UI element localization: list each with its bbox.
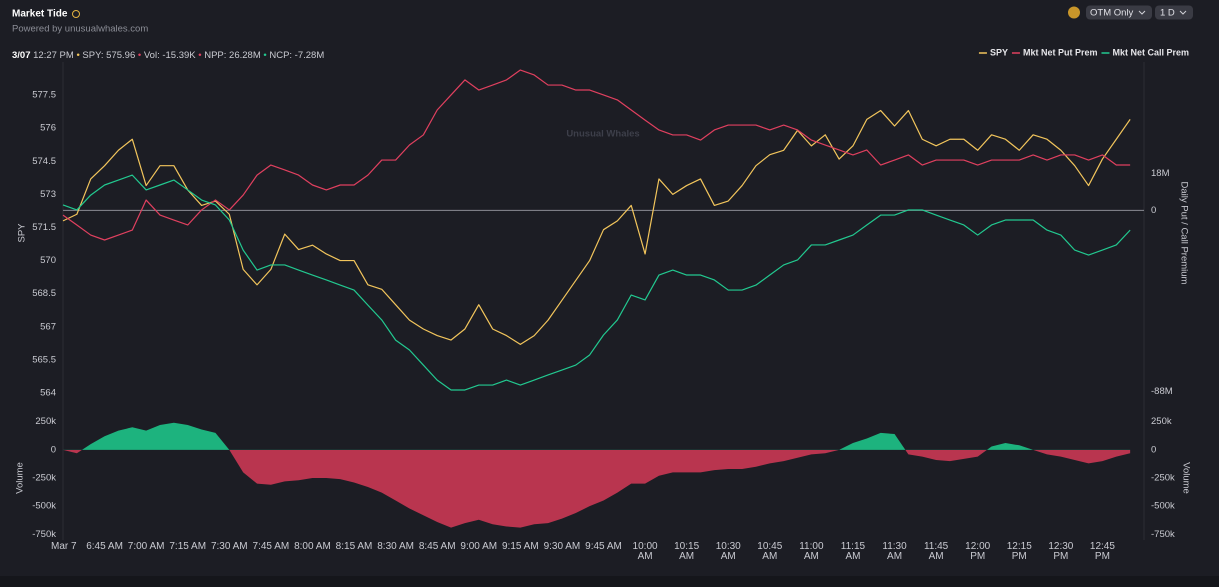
series-line — [62, 174, 1131, 391]
dropdown-label[interactable]: 1 D — [1160, 8, 1175, 19]
x-tick-label: 9:45 AM — [585, 541, 622, 552]
y-tick-label-right: -250k — [1151, 473, 1175, 484]
info-icon[interactable] — [72, 10, 80, 18]
y-tick-label-right: 0 — [1151, 444, 1156, 455]
readout-item: NCP: -7.28M — [269, 50, 324, 61]
x-tick-label: 12:15 PM — [1006, 541, 1032, 562]
y-tick-label-right: -750k — [1151, 529, 1175, 540]
watermark: Unusual Whales — [566, 129, 639, 140]
y2-axis-label: Daily Put / Call Premium — [1178, 182, 1189, 285]
readout-item: Vol: -15.39K — [144, 50, 196, 61]
y2-tick-label: -88M — [1151, 386, 1173, 397]
y-tick-label: -250k — [32, 473, 56, 484]
x-tick-label: 8:15 AM — [335, 541, 373, 552]
x-tick-label: 8:30 AM — [377, 541, 414, 552]
title: Market Tide — [12, 9, 68, 20]
series-line — [62, 109, 1131, 346]
y-tick-label: 567 — [40, 321, 56, 332]
x-tick-label: 11:30 AM — [882, 541, 907, 562]
x-tick-label: 10:45 AM — [757, 541, 783, 562]
y-tick-label-right: 250k — [1151, 416, 1172, 427]
x-tick-label: Mar 7 — [51, 541, 77, 552]
bullet: • — [138, 50, 141, 61]
whale-icon[interactable] — [1068, 6, 1080, 19]
readout-item: SPY: 575.96 — [82, 50, 135, 61]
legend-label: SPY — [990, 47, 1008, 57]
chevron — [1179, 10, 1187, 15]
dropdown-label[interactable]: OTM Only — [1090, 8, 1134, 19]
y-tick-label: 570 — [40, 255, 56, 266]
y-tick-label: 576 — [40, 123, 56, 134]
x-tick-label: 7:45 AM — [252, 541, 290, 552]
bullet: • — [263, 50, 266, 61]
readout-date: 3/07 — [12, 50, 31, 61]
x-tick-label: 9:00 AM — [460, 541, 498, 552]
readout: 3/07 12:27 PM • SPY: 575.96 • Vol: -15.3… — [12, 50, 324, 61]
legend-label: Mkt Net Put Prem — [1023, 47, 1098, 57]
x-tick-label: 6:45 AM — [86, 541, 123, 552]
y-axis-label-right: Volume — [1180, 462, 1191, 494]
x-tick-label: 9:15 AM — [501, 541, 539, 552]
y-tick-label: 0 — [51, 444, 56, 455]
dropdown-box[interactable] — [1086, 5, 1152, 20]
y-tick-label-right: -500k — [1151, 501, 1175, 512]
x-tick-label: 8:00 AM — [294, 541, 331, 552]
x-tick-label: 8:45 AM — [418, 541, 456, 552]
y-tick-label: 577.5 — [32, 90, 56, 101]
y-tick-label: 250k — [35, 416, 56, 427]
legend-label: Mkt Net Call Prem — [1112, 47, 1189, 57]
filter-otm[interactable]: OTM Only — [1086, 5, 1152, 20]
y-axis-label: Volume — [15, 462, 26, 494]
x-tick-label: 7:15 AM — [169, 541, 207, 552]
x-tick-label: 9:30 AM — [543, 541, 581, 552]
volume-area — [63, 422, 1131, 528]
y2-tick-label: 0 — [1151, 205, 1156, 216]
dropdown-box[interactable] — [1155, 5, 1193, 20]
bullet: • — [198, 50, 201, 61]
x-tick-label: 11:15 AM — [840, 541, 866, 562]
x-tick-label: 11:00 AM — [799, 541, 824, 562]
x-tick-label: 10:15 AM — [674, 541, 700, 562]
filter-range[interactable]: 1 D — [1155, 5, 1193, 20]
y-tick-label: 571.5 — [32, 222, 56, 233]
bullet: • — [76, 50, 79, 61]
y2-tick-label: 18M — [1151, 168, 1170, 179]
chevron — [1138, 10, 1146, 15]
y-tick-label: 564 — [40, 387, 56, 398]
x-tick-label: 10:00 AM — [632, 541, 658, 562]
x-tick-label: 10:30 AM — [715, 541, 741, 562]
x-tick-label: 12:45 PM — [1089, 541, 1115, 562]
footer-strip — [0, 576, 1219, 587]
x-tick-label: 7:30 AM — [210, 541, 248, 552]
series-line — [62, 69, 1131, 241]
y-tick-label: 565.5 — [32, 354, 56, 365]
y-tick-label: -750k — [32, 529, 56, 540]
x-tick-label: 11:45 AM — [923, 541, 949, 562]
subtitle: Powered by unusualwhales.com — [12, 24, 148, 35]
readout-item: NPP: 26.28M — [204, 50, 261, 61]
y-tick-label: 573 — [40, 189, 56, 200]
y-tick-label: -500k — [32, 501, 56, 512]
readout-time: 12:27 PM — [33, 50, 74, 61]
y-tick-label: 568.5 — [32, 288, 56, 299]
y-axis-label: SPY — [17, 223, 28, 243]
y-tick-label: 574.5 — [32, 156, 56, 167]
x-tick-label: 12:00 PM — [965, 541, 991, 562]
x-tick-label: 12:30 PM — [1048, 541, 1074, 562]
x-tick-label: 7:00 AM — [127, 541, 165, 552]
